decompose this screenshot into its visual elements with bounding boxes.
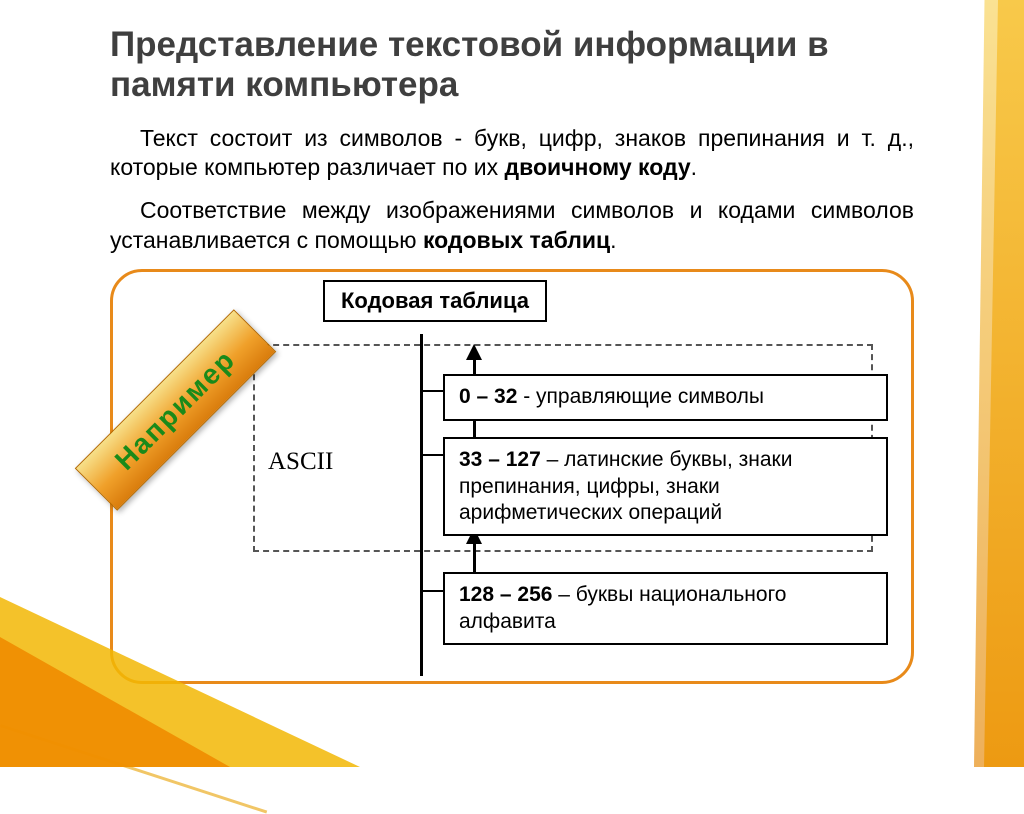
p1-text-c: .	[691, 154, 697, 180]
page-title: Представление текстовой информации в пам…	[110, 25, 914, 106]
row1-desc: - управляющие символы	[517, 385, 764, 408]
root-node-label: Кодовая таблица	[323, 280, 547, 322]
ascii-label: ASCII	[268, 448, 333, 476]
range-row-3: 128 – 256 – буквы национального алфавита	[443, 572, 888, 645]
decor-triangle-mid	[0, 637, 230, 767]
paragraph-1: Текст состоит из символов - букв, цифр, …	[110, 124, 914, 183]
row3-range: 128 – 256	[459, 583, 552, 606]
example-banner: Например	[75, 309, 277, 511]
paragraph-2: Соответствие между изображениями символо…	[110, 196, 914, 255]
p1-bold: двоичному коду	[505, 154, 691, 180]
p2-text-c: .	[610, 227, 616, 253]
range-row-1: 0 – 32 - управляющие символы	[443, 374, 888, 420]
row1-range: 0 – 32	[459, 385, 517, 408]
row2-range: 33 – 127	[459, 448, 541, 471]
range-row-2: 33 – 127 – латинские буквы, знаки препин…	[443, 437, 888, 536]
p2-bold: кодовых таблиц	[423, 227, 610, 253]
